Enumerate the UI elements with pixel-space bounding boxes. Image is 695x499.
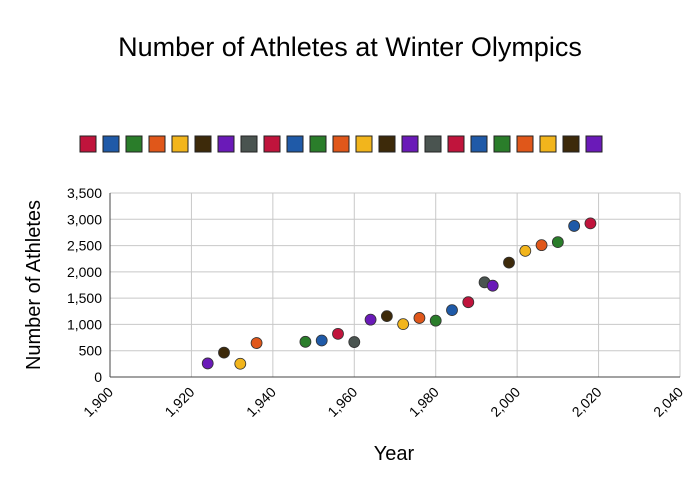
legend-swatch	[355, 135, 373, 153]
legend-swatch	[378, 135, 396, 153]
legend-swatch	[171, 135, 189, 153]
y-tick-label: 1,000	[67, 316, 102, 332]
legend-swatch	[102, 135, 120, 153]
data-point	[446, 304, 458, 317]
data-point	[584, 217, 597, 230]
y-tick-label: 500	[79, 343, 103, 359]
data-point	[201, 357, 214, 370]
y-tick-label: 1,500	[67, 290, 102, 306]
data-point	[535, 239, 548, 252]
y-tick-label: 2,500	[67, 238, 102, 254]
legend-swatch	[424, 135, 442, 153]
x-tick-label: 2,000	[487, 384, 523, 420]
legend-swatch	[585, 135, 603, 153]
legend-swatch	[286, 135, 304, 153]
data-point	[568, 220, 581, 232]
legend-swatch	[125, 135, 143, 153]
y-tick-label: 2,000	[67, 264, 102, 280]
legend-swatch	[148, 135, 166, 153]
data-point	[519, 244, 532, 257]
y-tick-label: 0	[94, 369, 102, 385]
legend-swatch	[470, 135, 488, 153]
x-tick-label: 2,020	[569, 384, 605, 420]
x-tick-label: 1,900	[80, 384, 116, 420]
legend-swatch	[332, 135, 350, 153]
data-point	[551, 236, 564, 249]
chart-title: Number of Athletes at Winter Olympics	[118, 32, 582, 62]
legend-swatch	[79, 135, 97, 153]
y-axis-label: Number of Athletes	[23, 200, 45, 370]
legend-swatch	[309, 135, 327, 153]
data-points	[201, 217, 597, 370]
data-point	[348, 336, 361, 348]
legend	[79, 135, 603, 153]
y-tick-label: 3,500	[67, 185, 102, 201]
x-tick-label: 1,940	[243, 384, 279, 420]
data-point	[250, 337, 263, 349]
x-tick-label: 1,980	[406, 384, 442, 420]
legend-swatch	[217, 135, 235, 153]
x-tick-label: 1,960	[324, 384, 360, 420]
data-point	[299, 335, 312, 348]
data-point	[380, 310, 393, 323]
legend-swatch	[240, 135, 258, 153]
axes	[109, 193, 680, 378]
data-point	[429, 314, 442, 327]
data-point	[364, 313, 377, 326]
data-point	[397, 318, 410, 331]
legend-swatch	[447, 135, 465, 153]
data-point	[462, 296, 475, 309]
legend-swatch	[263, 135, 281, 153]
legend-swatch	[516, 135, 534, 153]
data-point	[413, 312, 426, 324]
y-tick-label: 3,000	[67, 211, 102, 227]
data-point	[486, 279, 499, 292]
legend-swatch	[539, 135, 557, 153]
legend-swatch	[562, 135, 580, 153]
legend-swatch	[401, 135, 419, 153]
gridlines	[109, 192, 681, 378]
data-point	[315, 334, 328, 347]
x-axis-label: Year	[374, 443, 415, 465]
data-point	[218, 346, 230, 359]
x-tick-label: 1,920	[161, 384, 197, 420]
data-point	[332, 327, 344, 340]
x-tick-label: 2,040	[650, 384, 686, 420]
data-point	[234, 357, 247, 370]
legend-swatch	[194, 135, 212, 153]
data-point	[503, 256, 515, 269]
legend-swatch	[493, 135, 511, 153]
